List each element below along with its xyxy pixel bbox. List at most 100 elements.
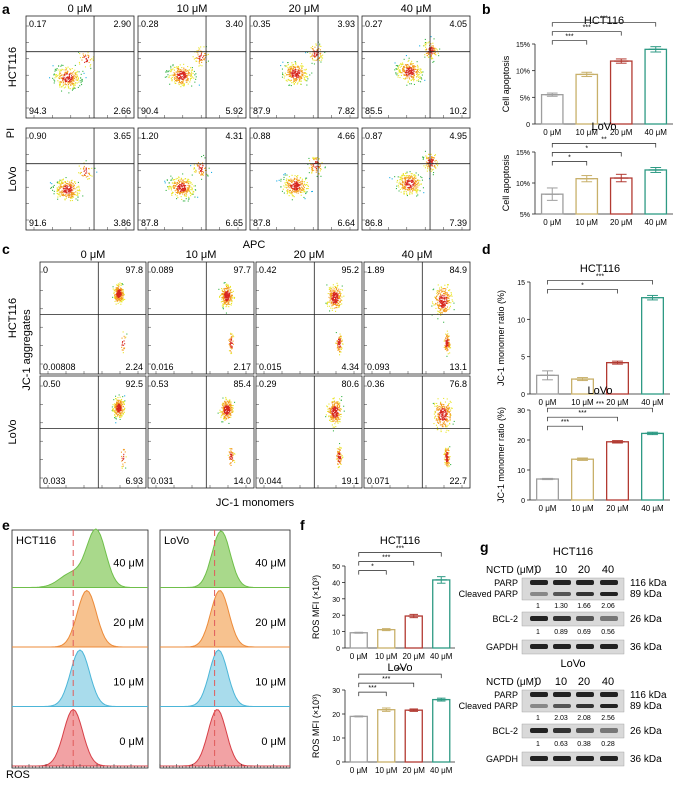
dot	[181, 183, 182, 184]
dot	[78, 82, 79, 83]
dot	[194, 71, 195, 72]
quad-ul: 1.20	[141, 131, 159, 141]
dot	[230, 417, 231, 418]
dot	[411, 189, 412, 190]
dot	[312, 58, 313, 59]
dot	[120, 290, 121, 291]
dot	[447, 284, 448, 285]
dot	[202, 60, 203, 61]
dot	[190, 76, 191, 77]
dot	[398, 68, 399, 69]
dot	[189, 191, 190, 192]
dot	[176, 80, 177, 81]
dot	[412, 185, 413, 186]
dot	[446, 345, 447, 346]
dot	[286, 178, 287, 179]
dot	[61, 81, 62, 82]
dot	[432, 166, 433, 167]
dot	[431, 171, 432, 172]
quad-ur: 3.65	[113, 131, 131, 141]
dot	[417, 70, 418, 71]
dot	[116, 405, 117, 406]
dot	[59, 78, 60, 79]
dot	[230, 413, 231, 414]
dot	[407, 64, 408, 65]
dot	[282, 73, 283, 74]
dot	[294, 185, 295, 186]
dot	[182, 71, 183, 72]
dot	[71, 192, 72, 193]
dot	[176, 188, 177, 189]
dot	[193, 78, 194, 79]
dot	[295, 67, 296, 68]
dot	[229, 341, 230, 342]
dot	[405, 186, 406, 187]
dot	[441, 306, 442, 307]
dot	[284, 78, 285, 79]
quad-ul: 0	[43, 265, 48, 275]
dot	[184, 85, 185, 86]
dot	[222, 301, 223, 302]
dot	[408, 72, 409, 73]
dot	[120, 288, 121, 289]
dot	[447, 297, 448, 298]
dot	[122, 284, 123, 285]
dot	[305, 69, 306, 70]
dot	[57, 197, 58, 198]
dot	[87, 60, 88, 61]
dot	[83, 167, 84, 168]
dot	[115, 422, 116, 423]
dot	[338, 348, 339, 349]
dot	[115, 396, 116, 397]
dot	[330, 410, 331, 411]
dot	[90, 64, 91, 65]
dot	[329, 310, 330, 311]
dot	[57, 189, 58, 190]
dot	[276, 180, 277, 181]
dot	[295, 82, 296, 83]
dot	[187, 70, 188, 71]
x-tick-label: 0 μM	[543, 218, 561, 227]
dot	[445, 301, 446, 302]
dot	[338, 407, 339, 408]
quad-lr: 7.82	[337, 106, 355, 116]
dot	[301, 81, 302, 82]
dot	[50, 182, 51, 183]
dot	[92, 176, 93, 177]
dot	[113, 289, 114, 290]
dot	[63, 79, 64, 80]
dot	[187, 66, 188, 67]
dot	[425, 151, 426, 152]
dot	[303, 75, 304, 76]
dot	[89, 174, 90, 175]
dot	[232, 453, 233, 454]
dot	[221, 288, 222, 289]
dot	[61, 65, 62, 66]
dot	[401, 72, 402, 73]
dot	[52, 190, 53, 191]
dot	[189, 81, 190, 82]
dot	[176, 189, 177, 190]
dot	[187, 190, 188, 191]
quad-ur: 85.4	[233, 379, 251, 389]
dot	[126, 334, 127, 335]
dot	[71, 79, 72, 80]
dot	[408, 82, 409, 83]
dot	[64, 185, 65, 186]
dot	[229, 451, 230, 452]
dot	[338, 423, 339, 424]
dot	[72, 189, 73, 190]
dot	[449, 289, 450, 290]
dot	[332, 401, 333, 402]
dot	[183, 191, 184, 192]
dot	[62, 182, 63, 183]
dot	[187, 180, 188, 181]
dot	[442, 312, 443, 313]
dot	[177, 79, 178, 80]
dot	[448, 290, 449, 291]
dot	[83, 175, 84, 176]
dot	[177, 68, 178, 69]
dot	[62, 194, 63, 195]
dot	[69, 190, 70, 191]
dot	[232, 457, 233, 458]
